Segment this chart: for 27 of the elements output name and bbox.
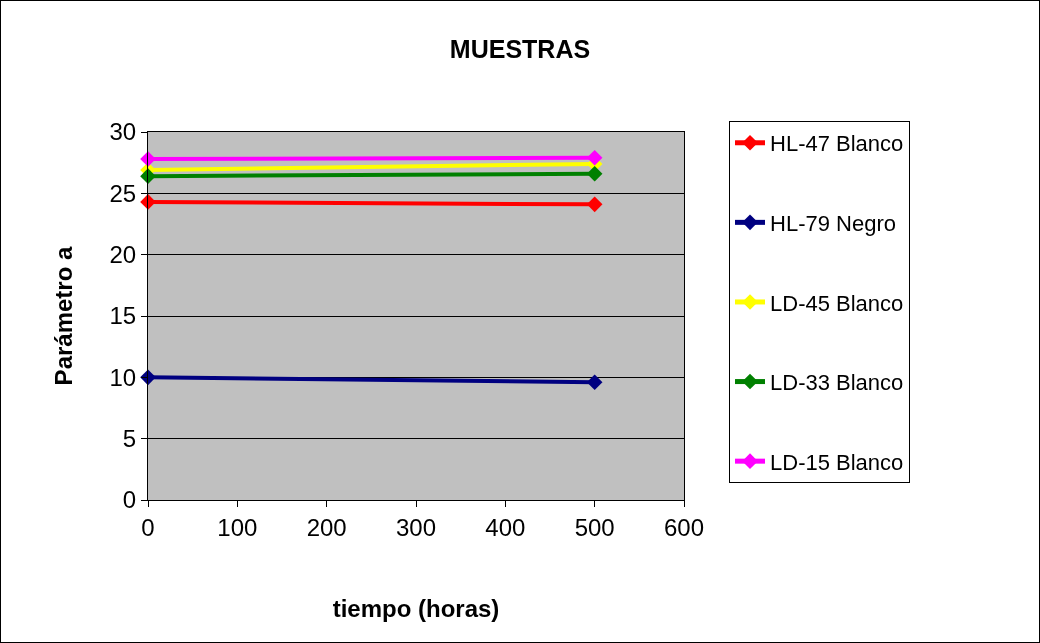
x-tick-label: 100 bbox=[217, 513, 258, 541]
point bbox=[586, 149, 603, 166]
legend-label: LD-33 Blanco bbox=[770, 370, 904, 396]
legend-label: HL-47 Blanco bbox=[770, 131, 904, 157]
point bbox=[586, 374, 603, 391]
x-tick-label: 200 bbox=[306, 513, 347, 541]
y-tick-label: 10 bbox=[109, 363, 137, 391]
chart-title: MUESTRAS bbox=[449, 34, 591, 63]
x-tick-label: 500 bbox=[574, 513, 615, 541]
y-tick-label: 20 bbox=[109, 241, 137, 269]
y-tick-label: 25 bbox=[109, 179, 137, 207]
y-tick-label: 30 bbox=[109, 118, 137, 146]
point bbox=[140, 369, 156, 386]
x-tick-label: 400 bbox=[485, 513, 526, 541]
legend-label: LD-45 Blanco bbox=[770, 290, 904, 316]
y-axis-title: Parámetro a bbox=[49, 245, 77, 386]
y-tick-label: 5 bbox=[122, 425, 137, 453]
y-tick-label: 15 bbox=[109, 302, 137, 330]
point bbox=[586, 196, 603, 213]
x-tick-label: 0 bbox=[141, 513, 155, 541]
legend-label: LD-15 Blanco bbox=[770, 449, 904, 475]
x-tick-label: 300 bbox=[395, 513, 437, 541]
legend-label: HL-79 Negro bbox=[770, 210, 896, 236]
x-axis-title: tiempo (horas) bbox=[332, 595, 500, 623]
point bbox=[586, 165, 603, 182]
x-tick-label: 600 bbox=[663, 513, 705, 541]
y-tick-label: 0 bbox=[122, 486, 137, 514]
